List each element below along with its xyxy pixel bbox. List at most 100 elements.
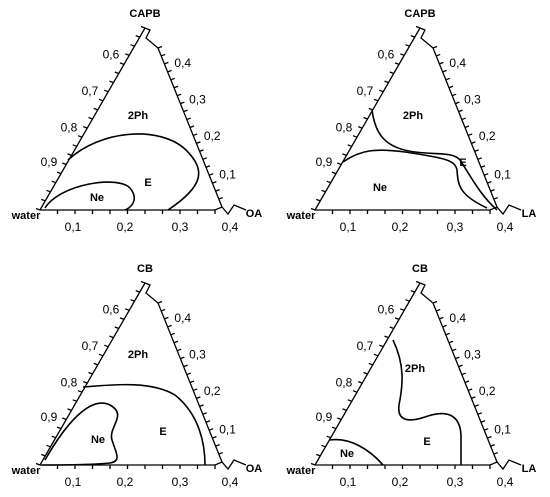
left-tick-label: 0,8 [61, 375, 78, 389]
region-label: Ne [91, 434, 105, 446]
left-tick-label: 0,8 [336, 120, 353, 134]
region-label: 2Ph [403, 110, 423, 122]
tick [442, 324, 447, 328]
phase-boundary [329, 438, 384, 466]
tick [77, 390, 83, 393]
tick [477, 157, 483, 160]
bottom-tick-label: 0,3 [172, 220, 189, 234]
left-tick-label: 0,9 [41, 155, 58, 169]
tick [41, 453, 46, 457]
tick [415, 25, 421, 29]
right-tick-label: 0,1 [494, 167, 511, 181]
phase-boundary [67, 133, 200, 211]
tick [451, 93, 457, 97]
tick [109, 80, 114, 84]
region-label: Ne [373, 182, 387, 194]
tick [157, 300, 163, 304]
tick [56, 171, 62, 175]
region-label: 2Ph [405, 363, 425, 375]
tick [442, 69, 447, 73]
tick [192, 133, 198, 137]
tick [471, 396, 476, 400]
axis-line [419, 27, 498, 208]
vertex-label: water [286, 465, 316, 477]
tick [218, 451, 224, 455]
vertex-label: water [11, 465, 41, 477]
tick [189, 380, 195, 384]
right-tick-label: 0,2 [204, 129, 221, 143]
vertex-label: water [11, 210, 41, 222]
bottom-tick-label: 0,4 [497, 475, 514, 489]
tick [208, 173, 214, 176]
tick [405, 44, 410, 47]
bottom-tick-label: 0,4 [222, 220, 239, 234]
tick [451, 348, 457, 352]
tick [56, 426, 62, 430]
right-tick-label: 0,2 [204, 384, 221, 398]
tick [483, 428, 489, 431]
tick [119, 317, 125, 321]
right-tick-label: 0,4 [174, 56, 191, 70]
bottom-tick-label: 0,2 [392, 220, 409, 234]
tick [347, 144, 352, 147]
tick [208, 428, 214, 431]
tick [98, 98, 104, 102]
vertex-label: CB [412, 263, 428, 275]
tick [192, 388, 198, 392]
tick [410, 34, 415, 38]
ternary-panel: 0,6 0,7 0,8 0,9 0,4 0,3 0,2 0,1 0,1 0,2 0,3 0,4 CB wa… [286, 263, 537, 489]
tick [157, 45, 163, 49]
phase-boundary [371, 109, 498, 211]
region-label: 2Ph [128, 110, 148, 122]
vertex-label: LA [522, 208, 537, 220]
tick [199, 404, 204, 407]
ternary-panel: 0,6 0,7 0,8 0,9 0,4 0,3 0,2 0,1 0,1 0,2 0,3 0,4 CAPB… [11, 8, 263, 234]
axis-line [144, 282, 223, 463]
tick [316, 453, 321, 457]
tick [189, 125, 195, 129]
right-tick-label: 0,1 [219, 167, 236, 181]
bottom-tick-label: 0,2 [392, 475, 409, 489]
region-label: 2Ph [128, 349, 148, 361]
tick [467, 388, 473, 392]
vertex-label: LA [522, 463, 537, 475]
vertex-label: CB [137, 263, 153, 275]
tick [471, 141, 476, 145]
tick [167, 324, 172, 328]
tick [35, 207, 41, 211]
left-tick-label: 0,9 [316, 155, 333, 169]
tick [448, 340, 454, 344]
tick [218, 196, 224, 200]
tick [368, 107, 373, 111]
tick [51, 435, 56, 439]
tick [461, 372, 467, 376]
axis-line [40, 204, 247, 216]
tick [384, 80, 389, 84]
tick [140, 280, 146, 284]
tick [321, 189, 326, 193]
tick [480, 165, 486, 168]
tick [490, 188, 495, 192]
tick [170, 77, 176, 81]
tick [72, 399, 77, 402]
tick [202, 412, 208, 415]
axis-line [315, 204, 522, 216]
tick [439, 316, 444, 320]
right-tick-label: 0,4 [449, 311, 466, 325]
tick [104, 89, 109, 93]
right-tick-label: 0,3 [464, 93, 481, 107]
right-tick-label: 0,1 [219, 422, 236, 436]
tick [477, 412, 483, 415]
tick [400, 308, 405, 311]
vertex-label: water [286, 210, 316, 222]
tick [183, 364, 188, 368]
tick [331, 171, 337, 175]
left-tick-label: 0,7 [357, 339, 374, 353]
phase-boundary [41, 402, 119, 466]
tick [215, 188, 220, 192]
tick [199, 149, 204, 152]
tick [373, 353, 379, 357]
tick [432, 45, 438, 49]
tick [352, 135, 358, 138]
tick [176, 348, 182, 352]
